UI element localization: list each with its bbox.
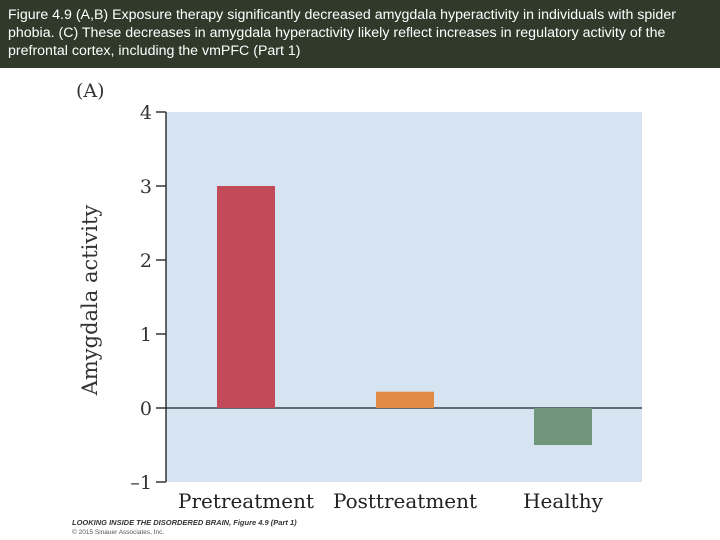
y-tick-label: 3 [140, 176, 152, 198]
y-tick-label: 2 [140, 250, 152, 272]
y-tick-label: –1 [130, 472, 152, 494]
caption-bar: Figure 4.9 (A,B) Exposure therapy signif… [0, 0, 720, 68]
y-tick-label: 4 [140, 102, 152, 124]
y-tick-label: 1 [140, 324, 152, 346]
y-tick-label: 0 [140, 398, 152, 420]
bar-pretreatment [217, 186, 275, 408]
footer-copyright: © 2015 Sinauer Associates, Inc. [72, 529, 165, 536]
bar-posttreatment [376, 391, 434, 408]
footer-book-title: LOOKING INSIDE THE DISORDERED BRAIN, Fig… [72, 518, 297, 527]
panel-label: (A) [76, 80, 105, 102]
figure-caption: Figure 4.9 (A,B) Exposure therapy signif… [8, 7, 676, 59]
category-label: Pretreatment [178, 489, 314, 513]
footer: LOOKING INSIDE THE DISORDERED BRAIN, Fig… [72, 518, 472, 537]
bar-healthy [534, 408, 592, 445]
category-label: Posttreatment [333, 489, 477, 513]
category-label: Healthy [523, 489, 604, 513]
